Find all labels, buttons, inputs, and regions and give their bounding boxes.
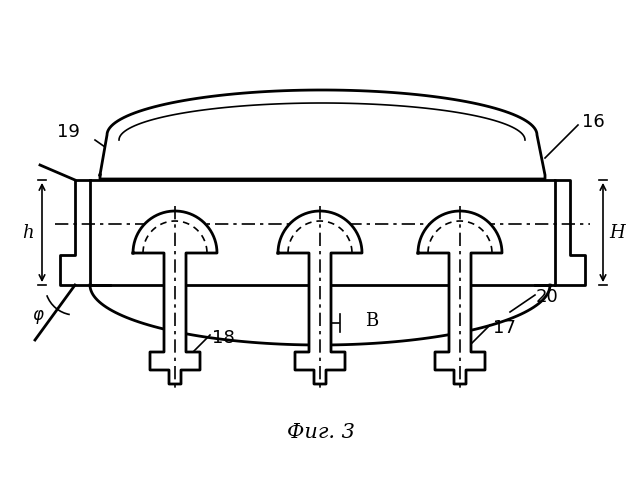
- Text: В: В: [365, 312, 379, 330]
- Polygon shape: [133, 211, 217, 384]
- Polygon shape: [100, 90, 545, 179]
- Text: В: В: [365, 140, 379, 158]
- Text: h: h: [22, 224, 34, 242]
- Text: 17: 17: [493, 319, 516, 337]
- Text: 19: 19: [57, 123, 80, 141]
- Polygon shape: [278, 211, 362, 384]
- Text: Фиг. 3: Фиг. 3: [287, 422, 355, 442]
- Text: H: H: [609, 224, 625, 242]
- Polygon shape: [418, 211, 502, 384]
- Text: 20: 20: [536, 288, 559, 306]
- Polygon shape: [555, 180, 585, 285]
- Text: 13: 13: [295, 113, 318, 131]
- Text: 18: 18: [212, 329, 235, 347]
- Polygon shape: [60, 180, 90, 285]
- Text: φ: φ: [33, 306, 44, 324]
- Polygon shape: [90, 180, 555, 285]
- Text: 16: 16: [582, 113, 605, 131]
